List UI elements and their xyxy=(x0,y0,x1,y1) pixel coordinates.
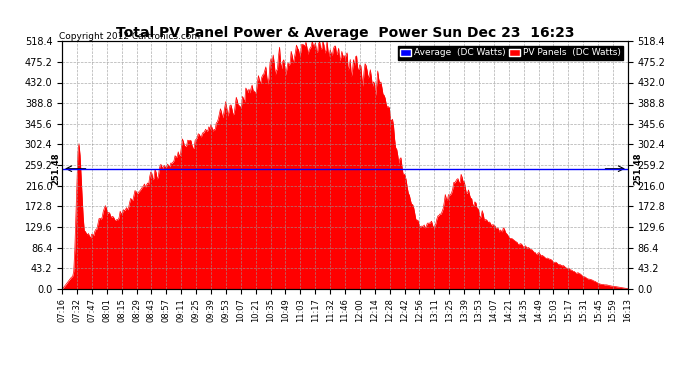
Title: Total PV Panel Power & Average  Power Sun Dec 23  16:23: Total PV Panel Power & Average Power Sun… xyxy=(116,26,574,40)
Text: 251.48: 251.48 xyxy=(51,152,60,185)
Text: Copyright 2012 Cartronics.com: Copyright 2012 Cartronics.com xyxy=(59,32,200,41)
Legend: Average  (DC Watts), PV Panels  (DC Watts): Average (DC Watts), PV Panels (DC Watts) xyxy=(397,46,623,60)
Text: 251.48: 251.48 xyxy=(633,152,642,185)
